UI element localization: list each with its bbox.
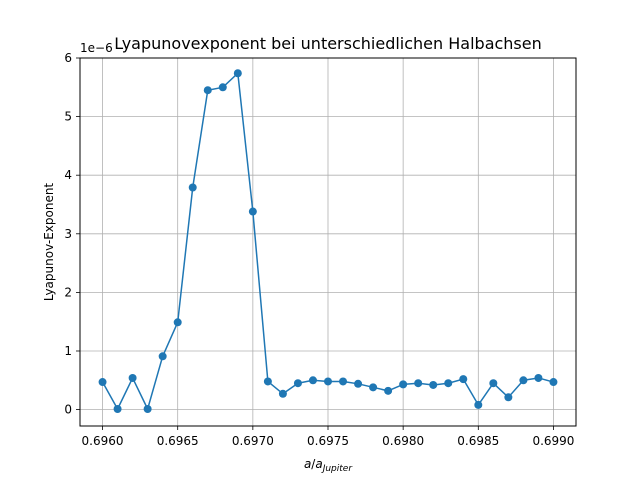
data-point (233, 69, 242, 78)
x-tick-label: 0.6980 (382, 434, 424, 448)
y-tick-label: 6 (64, 51, 72, 65)
y-tick-label: 4 (64, 168, 72, 182)
x-axis-label-a-base: a (315, 457, 322, 471)
x-axis-label-a: a (304, 457, 311, 471)
y-tick-label: 1 (64, 344, 72, 358)
y-axis-ticks: 0 1 2 3 4 5 6 (64, 51, 80, 417)
data-point (128, 373, 137, 382)
x-tick-label: 0.6960 (82, 434, 124, 448)
data-point (203, 86, 212, 95)
y-tick-label: 2 (64, 285, 72, 299)
data-point (308, 376, 317, 385)
data-point (444, 379, 453, 388)
x-axis-label-slash: / (311, 457, 316, 471)
data-point (98, 378, 107, 387)
x-axis-label-subscript: Jupiter (321, 464, 354, 474)
data-point (519, 376, 528, 385)
x-axis-ticks: 0.6960 0.6965 0.6970 0.6975 0.6980 0.6985 0.69… (82, 426, 574, 448)
x-axis-label: a/aJupiter (304, 457, 353, 474)
x-tick-label: 0.6970 (232, 434, 274, 448)
data-point (354, 379, 363, 388)
data-point (504, 393, 513, 402)
data-point (158, 352, 167, 361)
data-point (188, 183, 197, 192)
data-point (263, 377, 272, 386)
data-point (218, 83, 227, 92)
data-point (534, 373, 543, 382)
data-point (384, 386, 393, 395)
data-point (324, 377, 332, 386)
data-point (173, 318, 182, 327)
data-point (339, 377, 348, 386)
data-point (293, 379, 302, 388)
data-point (459, 375, 468, 384)
data-point (414, 379, 423, 388)
data-point (429, 380, 438, 389)
data-point (399, 380, 408, 389)
data-point (113, 405, 122, 414)
y-tick-label: 0 (64, 403, 72, 417)
x-tick-label: 0.6965 (157, 434, 199, 448)
y-tick-label: 5 (64, 110, 72, 124)
x-tick-label: 0.6990 (532, 434, 574, 448)
x-tick-label: 0.6985 (457, 434, 499, 448)
data-point (549, 378, 558, 387)
data-point (369, 383, 378, 392)
chart-title: Lyapunovexponent bei unterschiedlichen H… (114, 34, 542, 53)
data-point (278, 389, 287, 398)
y-tick-label: 3 (64, 227, 72, 241)
data-point (248, 207, 257, 216)
y-axis-label: Lyapunov-Exponent (42, 183, 56, 302)
data-point (474, 400, 483, 409)
series-markers (98, 69, 558, 414)
y-axis-offset-text: 1e−6 (80, 41, 113, 55)
x-tick-label: 0.6975 (307, 434, 349, 448)
data-point (143, 405, 152, 414)
data-point (489, 379, 498, 388)
